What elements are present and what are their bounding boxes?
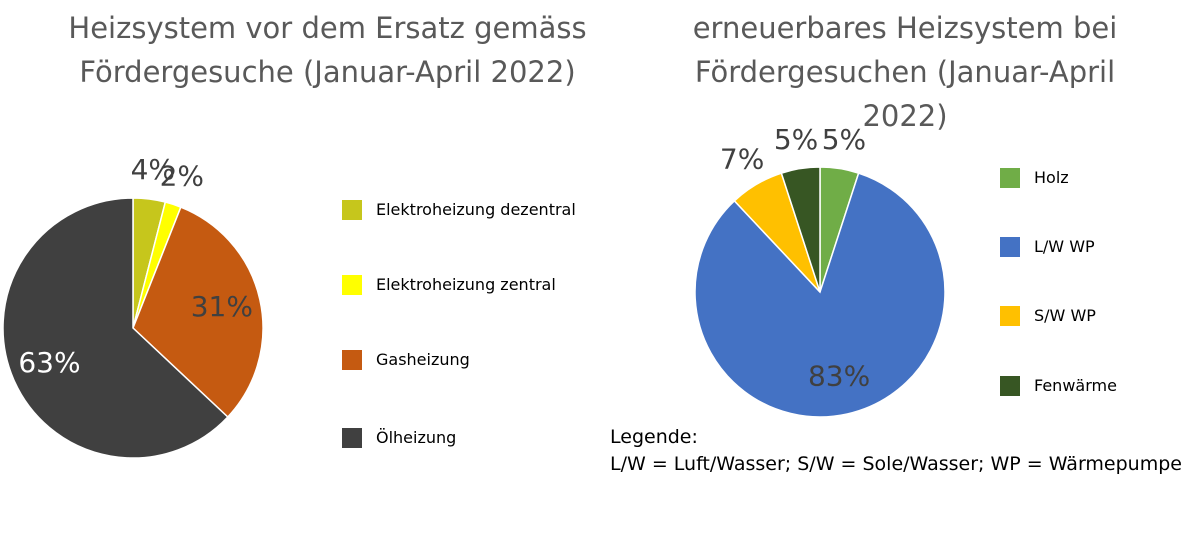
chart-title: erneuerbares Heizsystem bei Fördergesuch… [692, 11, 1118, 133]
legend-swatch [342, 200, 362, 220]
legend-label: Fenwärme [1034, 376, 1117, 395]
data-label: 83% [808, 359, 870, 392]
legend-swatch [1000, 376, 1020, 396]
legend-item: Gasheizung [342, 340, 592, 380]
data-label: 5% [774, 123, 818, 156]
legend-swatch [1000, 237, 1020, 257]
legend-swatch [1000, 168, 1020, 188]
legend-swatch [342, 428, 362, 448]
legend-item: Fenwärme [1000, 366, 1200, 406]
legend-swatch [1000, 306, 1020, 326]
data-label: 63% [18, 346, 80, 379]
legend-item: Elektroheizung zentral [342, 265, 592, 305]
legend-item: Elektroheizung dezentral [342, 190, 592, 230]
data-label: 5% [822, 123, 866, 156]
legend-label: L/W WP [1034, 237, 1095, 256]
data-label: 2% [160, 160, 204, 193]
note-line: Legende: [610, 426, 698, 448]
chart-title: Heizsystem vor dem Ersatz gemäss Förderg… [68, 11, 587, 89]
pie-slice [694, 172, 946, 418]
pie-slice [2, 197, 229, 459]
data-label: 7% [720, 142, 764, 175]
legend-item: Holz [1000, 158, 1200, 198]
legend-label: Holz [1034, 168, 1069, 187]
legend-item: Ölheizung [342, 418, 592, 458]
legend-item: S/W WP [1000, 296, 1200, 336]
legend-label: S/W WP [1034, 306, 1096, 325]
legend-label: Ölheizung [376, 428, 457, 447]
legend-note: Legende: L/W = Luft/Wasser; S/W = Sole/Wa… [610, 424, 1182, 478]
pie-slice [780, 166, 821, 293]
legend-item: L/W WP [1000, 227, 1200, 267]
legend-label: Elektroheizung zentral [376, 275, 556, 294]
data-label: 4% [131, 153, 175, 186]
pie-slice [132, 206, 264, 419]
legend-label: Elektroheizung dezentral [376, 200, 576, 219]
legend-swatch [342, 275, 362, 295]
legend-label: Gasheizung [376, 350, 470, 369]
note-line: L/W = Luft/Wasser; S/W = Sole/Wasser; WP… [610, 453, 1182, 475]
data-label: 31% [191, 290, 253, 323]
legend-swatch [342, 350, 362, 370]
